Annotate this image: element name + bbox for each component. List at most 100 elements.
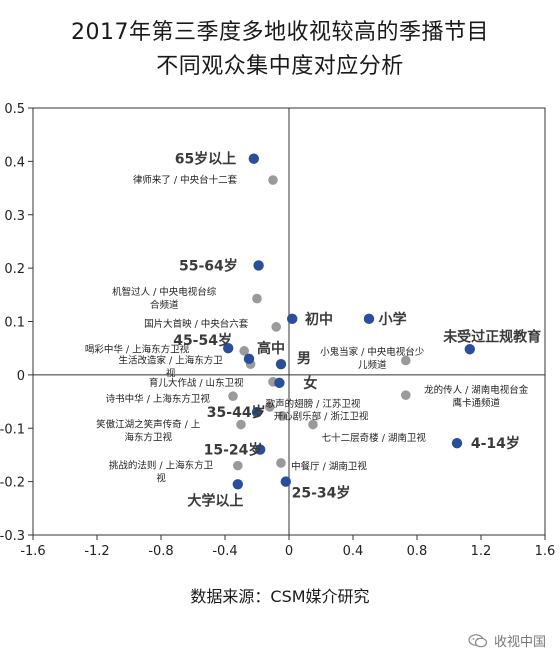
audience-point	[255, 444, 266, 455]
program-label: 歌声的翅膀 / 江苏卫视	[266, 398, 361, 410]
program-label-line: 笑傲江湖之笑声传奇 / 上	[96, 419, 201, 431]
audience-label: 65岁以上	[175, 151, 236, 168]
chart-axes: -1.6 -1.2 -0.8 -0.4 0 0.4 0.8 1.2 1.6 0.5 0.4 0.3 0.…	[0, 102, 555, 559]
y-tick-label: -0.2	[0, 476, 25, 491]
program-label: 律师来了 / 中央台十二套	[133, 174, 238, 186]
program-label-line: 机智过人 / 中央电视台综	[112, 286, 217, 298]
audience-point	[251, 407, 263, 418]
program-label-line: 合频道	[150, 299, 179, 311]
x-tick-label: 1.6	[535, 544, 556, 559]
y-tick-label: 0.5	[4, 102, 25, 117]
program-label-line: 视	[156, 473, 166, 485]
program-point	[277, 411, 288, 421]
program-label-line: 歌声的翅膀 / 江苏卫视	[266, 398, 361, 410]
audience-point	[248, 153, 259, 164]
program-label: 挑战的法则 / 上海东方卫视	[109, 460, 214, 485]
audience-label: 15-24岁	[204, 442, 263, 459]
program-point	[228, 391, 238, 402]
program-label-line: 开心剧乐部 / 浙江卫视	[274, 411, 369, 423]
program-label-line: 律师来了 / 中央台十二套	[133, 174, 238, 186]
program-label: 国片大首映 / 中央台六套	[144, 318, 249, 330]
x-tick-label: 0.8	[407, 544, 428, 559]
watermark-text: 收视中国	[493, 635, 546, 650]
watermark: 收视中国	[468, 631, 546, 650]
audience-point	[232, 479, 243, 490]
wechat-icon	[468, 633, 488, 647]
audience-label: 女	[303, 375, 317, 392]
program-label: 机智过人 / 中央电视台综合频道	[112, 286, 217, 311]
y-tick-label: 0.2	[4, 262, 25, 277]
program-label-line: 小鬼当家 / 中央电视台少	[320, 346, 425, 358]
y-tick-label: 0.3	[4, 209, 25, 224]
audience-label: 高中	[257, 340, 285, 357]
y-tick-label: -0.1	[0, 422, 25, 437]
x-tick-label: -0.8	[148, 544, 173, 559]
program-label-line: 生活改造家 / 上海东方卫	[118, 354, 223, 366]
program-point	[265, 402, 275, 412]
chart-title-line2: 不同观众集中度对应分析	[156, 54, 404, 79]
audience-point	[274, 377, 285, 389]
y-tick-label: -0.3	[0, 529, 25, 544]
program-point	[271, 322, 282, 332]
program-label: 小鬼当家 / 中央电视台少儿频道	[320, 346, 425, 371]
audience-label: 45-54岁	[173, 332, 232, 349]
y-tick-label: 0	[17, 369, 25, 384]
y-tick-label: 0.1	[4, 316, 25, 331]
audience-label: 4-14岁	[471, 435, 520, 452]
audience-point	[243, 353, 255, 365]
y-tick-label: 0.4	[4, 155, 25, 170]
program-point	[308, 419, 318, 430]
program-label-line: 七十二层奇楼 / 湖南卫视	[322, 432, 427, 444]
program-point	[276, 458, 286, 468]
program-label: 笑傲江湖之笑声传奇 / 上海东方卫视	[96, 419, 201, 444]
program-label-line: 中餐厅 / 湖南卫视	[291, 461, 367, 473]
x-tick-label: -1.2	[84, 544, 109, 559]
program-point	[252, 293, 262, 304]
program-point	[239, 346, 249, 356]
program-label-line: 海东方卫视	[124, 432, 172, 444]
program-label-line: 鹰卡通频道	[452, 397, 500, 409]
audience-label: 25-34岁	[292, 484, 351, 501]
x-tick-label: -1.6	[20, 544, 45, 559]
audience-point	[464, 344, 475, 355]
audience-label: 男	[297, 351, 311, 367]
x-tick-label: 0.4	[343, 544, 364, 559]
data-source-note: 数据来源：CSM媒介研究	[190, 587, 370, 606]
program-point	[236, 419, 246, 430]
program-label-line: 育儿大作战 / 山东卫视	[149, 377, 244, 389]
program-label-line: 视	[166, 367, 176, 379]
x-tick-label: 1.2	[471, 544, 492, 559]
program-point	[401, 390, 411, 400]
chart-title-line1: 2017年第三季度多地收视较高的季播节目	[71, 20, 489, 45]
program-label: 中餐厅 / 湖南卫视	[291, 461, 367, 473]
audience-point	[275, 359, 287, 370]
program-point	[401, 355, 411, 366]
program-label-line: 龙的传人 / 湖南电视台金	[424, 384, 529, 396]
program-point	[233, 460, 243, 471]
audience-point	[253, 260, 264, 271]
audience-point	[363, 313, 375, 325]
x-tick-label: -0.4	[212, 544, 237, 559]
program-point	[268, 175, 278, 185]
audience-label: 55-64岁	[179, 257, 238, 274]
audience-label: 未受过正规教育	[443, 328, 541, 345]
audience-label: 初中	[305, 311, 333, 328]
program-label: 诗书中华 / 上海东方卫视	[106, 393, 211, 405]
program-label: 开心剧乐部 / 浙江卫视	[274, 411, 369, 423]
program-label: 喝彩中华 / 上海东方卫视	[85, 343, 190, 355]
program-label: 育儿大作战 / 山东卫视	[149, 377, 244, 389]
program-label: 七十二层奇楼 / 湖南卫视	[322, 432, 427, 444]
program-label-line: 挑战的法则 / 上海东方卫	[109, 460, 214, 472]
audience-point	[287, 313, 298, 325]
program-label-line: 喝彩中华 / 上海东方卫视	[85, 343, 190, 355]
program-label: 龙的传人 / 湖南电视台金鹰卡通频道	[424, 384, 529, 409]
audience-point	[223, 342, 234, 354]
audience-point	[280, 476, 291, 487]
audience-point	[451, 437, 463, 449]
program-label: 生活改造家 / 上海东方卫视	[118, 354, 223, 379]
x-tick-label: 0	[285, 544, 293, 559]
program-label-line: 国片大首映 / 中央台六套	[144, 318, 249, 330]
audience-label: 小学	[379, 311, 407, 328]
